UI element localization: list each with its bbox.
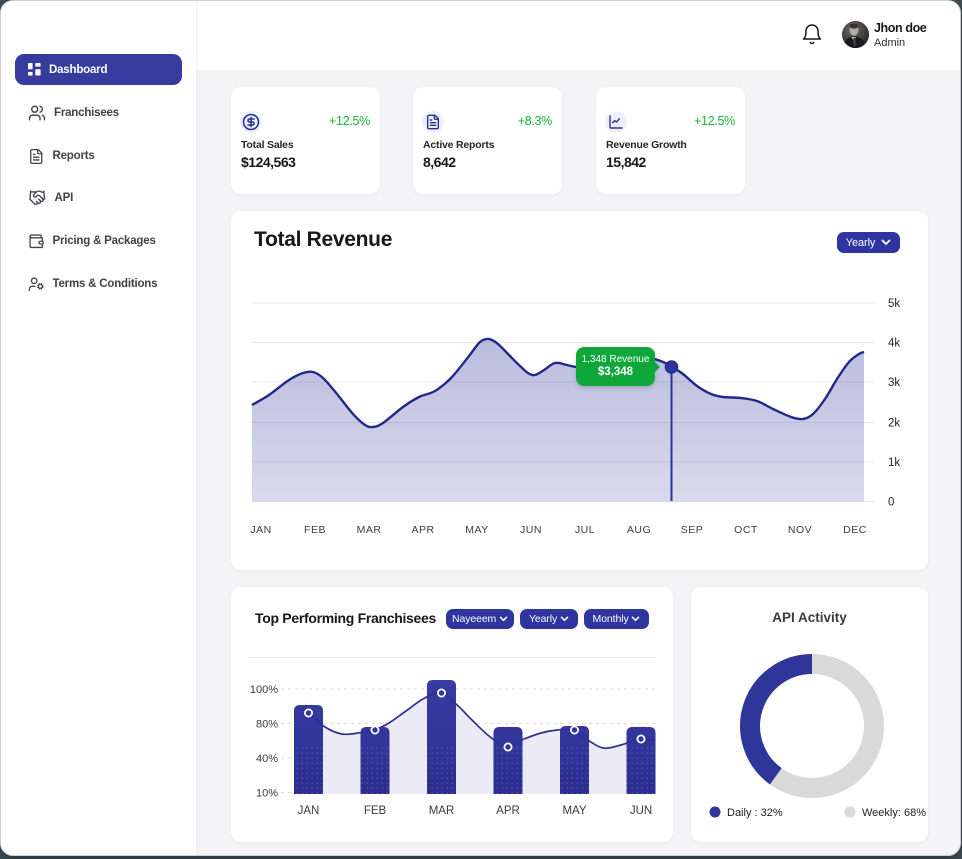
svg-text:Weekly: 68%: Weekly: 68%	[862, 807, 926, 819]
svg-text:MAR: MAR	[357, 524, 382, 536]
svg-text:DEC: DEC	[843, 524, 867, 536]
svg-text:MAR: MAR	[429, 805, 455, 817]
svg-text:APR: APR	[496, 805, 520, 817]
svg-text:3k: 3k	[888, 377, 900, 389]
svg-text:OCT: OCT	[734, 524, 758, 536]
svg-text:80%: 80%	[256, 719, 278, 731]
svg-text:10%: 10%	[256, 788, 278, 800]
svg-text:NOV: NOV	[788, 524, 812, 536]
svg-text:4k: 4k	[888, 338, 900, 350]
svg-text:0: 0	[888, 497, 894, 509]
svg-text:40%: 40%	[256, 753, 278, 765]
svg-text:MAY: MAY	[465, 524, 488, 536]
svg-text:Daily : 32%: Daily : 32%	[727, 807, 783, 819]
svg-text:AUG: AUG	[627, 524, 651, 536]
svg-text:JUN: JUN	[630, 805, 652, 817]
svg-text:1k: 1k	[888, 457, 900, 469]
svg-text:JAN: JAN	[250, 524, 271, 536]
svg-text:2k: 2k	[888, 418, 900, 430]
svg-text:FEB: FEB	[304, 524, 326, 536]
svg-text:MAY: MAY	[562, 805, 586, 817]
svg-text:FEB: FEB	[364, 805, 387, 817]
svg-text:JUN: JUN	[520, 524, 542, 536]
svg-text:5k: 5k	[888, 298, 900, 310]
svg-text:JUL: JUL	[575, 524, 595, 536]
svg-text:100%: 100%	[250, 684, 278, 696]
svg-text:JAN: JAN	[298, 805, 320, 817]
svg-text:SEP: SEP	[681, 524, 704, 536]
svg-text:APR: APR	[411, 524, 434, 536]
